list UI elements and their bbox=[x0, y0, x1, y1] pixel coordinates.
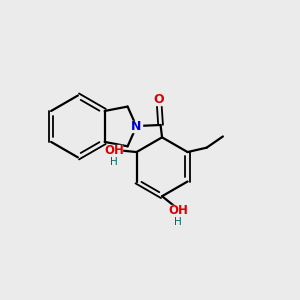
Text: OH: OH bbox=[104, 144, 124, 157]
Bar bbox=[131, 121, 142, 132]
Bar bbox=[171, 205, 186, 217]
Text: H: H bbox=[110, 157, 118, 167]
Text: H: H bbox=[174, 217, 182, 227]
Bar bbox=[106, 145, 122, 157]
Text: OH: OH bbox=[168, 205, 188, 218]
Bar bbox=[154, 94, 164, 105]
Text: N: N bbox=[131, 120, 142, 133]
Text: O: O bbox=[154, 93, 164, 106]
